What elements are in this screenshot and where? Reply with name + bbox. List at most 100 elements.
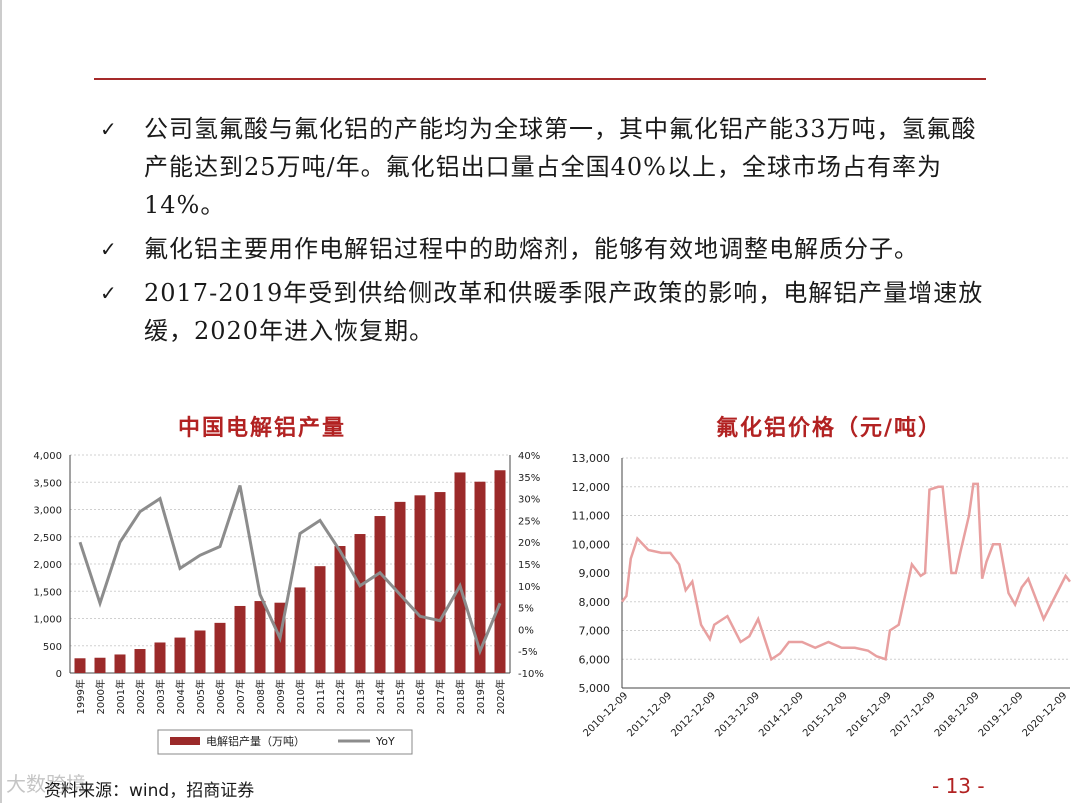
- x-tick-label: 2003年: [154, 679, 167, 714]
- y-tick-label: 12,000: [572, 481, 611, 494]
- y-left-tick-label: 2,000: [33, 560, 62, 571]
- x-tick-label: 2009年: [274, 679, 287, 714]
- bullet-item-capacity: ✓ 公司氢氟酸与氟化铝的产能均为全球第一，其中氟化铝产能33万吨，氢氟酸产能达到…: [100, 110, 990, 224]
- y-tick-label: 7,000: [579, 625, 611, 638]
- production-bar: [94, 657, 106, 673]
- production-bar: [154, 642, 166, 673]
- y-right-tick-label: 35%: [518, 473, 540, 484]
- production-bar: [454, 472, 466, 673]
- chart-title-price: 氟化铝价格（元/吨）: [716, 416, 943, 441]
- y-right-tick-label: 5%: [518, 604, 534, 615]
- y-right-tick-label: 10%: [518, 582, 540, 593]
- bullet-item-usage: ✓ 氟化铝主要用作电解铝过程中的助熔剂，能够有效地调整电解质分子。: [100, 230, 990, 268]
- legend-label: 电解铝产量（万吨）: [206, 734, 305, 748]
- legend-label: YoY: [375, 735, 395, 748]
- x-tick-label: 2018年: [454, 679, 467, 714]
- x-tick-label: 2000年: [94, 679, 107, 714]
- production-bar: [214, 622, 226, 673]
- x-tick-label: 2018-12-09: [933, 690, 982, 739]
- production-bar: [294, 587, 306, 673]
- x-tick-label: 2016年: [414, 679, 427, 714]
- production-bar: [494, 470, 506, 673]
- x-tick-label: 2013年: [354, 679, 367, 714]
- x-tick-label: 2014年: [374, 679, 387, 714]
- yoy-line: [78, 485, 502, 656]
- y-left-tick-label: 1,000: [33, 615, 62, 626]
- y-left-tick-label: 3,500: [33, 478, 62, 489]
- x-tick-label: 2016-12-09: [845, 690, 894, 739]
- production-bar: [374, 516, 386, 673]
- y-left-tick-label: 3,000: [33, 506, 62, 517]
- y-right-tick-label: 40%: [518, 451, 540, 462]
- x-tick-label: 2019-12-09: [977, 690, 1026, 739]
- x-tick-label: 2004年: [174, 679, 187, 714]
- price-line: [621, 482, 1071, 662]
- bullet-text: 公司氢氟酸与氟化铝的产能均为全球第一，其中氟化铝产能33万吨，氢氟酸产能达到25…: [144, 115, 977, 219]
- x-tick-label: 2011年: [314, 679, 327, 714]
- y-tick-label: 11,000: [572, 510, 611, 523]
- y-tick-label: 6,000: [579, 653, 611, 666]
- y-right-tick-label: 15%: [518, 560, 540, 571]
- y-left-tick-label: 0: [56, 669, 62, 680]
- production-chart: 0 500 1,000 1,500 2,000 2,500 3,000 3,500 4,000 -…: [33, 451, 544, 755]
- check-icon: ✓: [100, 281, 118, 305]
- slide-left-edge: [0, 0, 2, 803]
- x-tick-label: 2002年: [134, 679, 147, 714]
- production-bar: [394, 501, 406, 673]
- y-tick-label: 5,000: [579, 682, 611, 695]
- production-bar: [414, 495, 426, 673]
- x-tick-label: 2013-12-09: [713, 690, 762, 739]
- x-tick-label: 2019年: [474, 679, 487, 714]
- production-bar: [134, 649, 146, 673]
- y-left-tick-label: 500: [43, 642, 62, 653]
- check-icon: ✓: [100, 117, 118, 141]
- production-bar: [254, 601, 266, 673]
- production-bar: [174, 637, 186, 673]
- y-right-tick-label: -5%: [518, 647, 537, 658]
- x-tick-label: 2014-12-09: [757, 690, 806, 739]
- bullet-item-policy: ✓ 2017-2019年受到供给侧改革和供暖季限产政策的影响，电解铝产量增速放缓…: [100, 274, 990, 350]
- price-chart: 5,000 6,000 7,000 8,000 9,000 10,000 11,000 12,…: [572, 452, 1071, 739]
- x-tick-label: 2015-12-09: [801, 690, 850, 739]
- bullet-text: 2017-2019年受到供给侧改革和供暖季限产政策的影响，电解铝产量增速放缓，2…: [144, 279, 984, 345]
- production-bar: [314, 566, 326, 673]
- y-tick-label: 8,000: [579, 596, 611, 609]
- production-bar: [74, 658, 86, 673]
- x-tick-label: 2006年: [214, 679, 227, 714]
- x-tick-label: 1999年: [74, 679, 87, 714]
- x-tick-label: 2020-12-09: [1021, 690, 1070, 739]
- y-tick-label: 9,000: [579, 567, 611, 580]
- x-tick-label: 2017年: [434, 679, 447, 714]
- production-bar: [434, 492, 446, 673]
- production-bar: [334, 546, 346, 673]
- y-tick-label: 10,000: [572, 538, 611, 551]
- production-bar: [474, 481, 486, 673]
- x-tick-label: 2015年: [394, 679, 407, 714]
- production-bar: [234, 605, 246, 673]
- check-icon: ✓: [100, 237, 118, 261]
- y-right-tick-label: -10%: [518, 669, 544, 680]
- x-tick-label: 2011-12-09: [625, 690, 674, 739]
- y-right-tick-label: 30%: [518, 495, 540, 506]
- page-number: - 13 -: [932, 774, 985, 798]
- y-right-tick-label: 20%: [518, 538, 540, 549]
- production-bar: [354, 534, 366, 673]
- x-tick-label: 2008年: [254, 679, 267, 714]
- chart-title-production: 中国电解铝产量: [178, 416, 347, 441]
- x-tick-label: 2001年: [114, 679, 127, 714]
- x-tick-label: 2010-12-09: [581, 690, 630, 739]
- legend-bar-swatch: [170, 737, 200, 745]
- x-tick-label: 2005年: [194, 679, 207, 714]
- y-tick-label: 13,000: [572, 452, 611, 465]
- bullet-text: 氟化铝主要用作电解铝过程中的助熔剂，能够有效地调整电解质分子。: [144, 235, 919, 263]
- header-rule: [94, 78, 986, 80]
- production-bar: [194, 630, 206, 673]
- bullet-list: ✓ 公司氢氟酸与氟化铝的产能均为全球第一，其中氟化铝产能33万吨，氢氟酸产能达到…: [100, 110, 990, 356]
- x-tick-label: 2007年: [234, 679, 247, 714]
- y-left-tick-label: 2,500: [33, 533, 62, 544]
- source-note: 资料来源：wind，招商证券: [44, 781, 255, 801]
- x-tick-label: 2017-12-09: [889, 690, 938, 739]
- x-tick-label: 2012-12-09: [669, 690, 718, 739]
- y-left-tick-label: 1,500: [33, 587, 62, 598]
- y-right-tick-label: 25%: [518, 516, 540, 527]
